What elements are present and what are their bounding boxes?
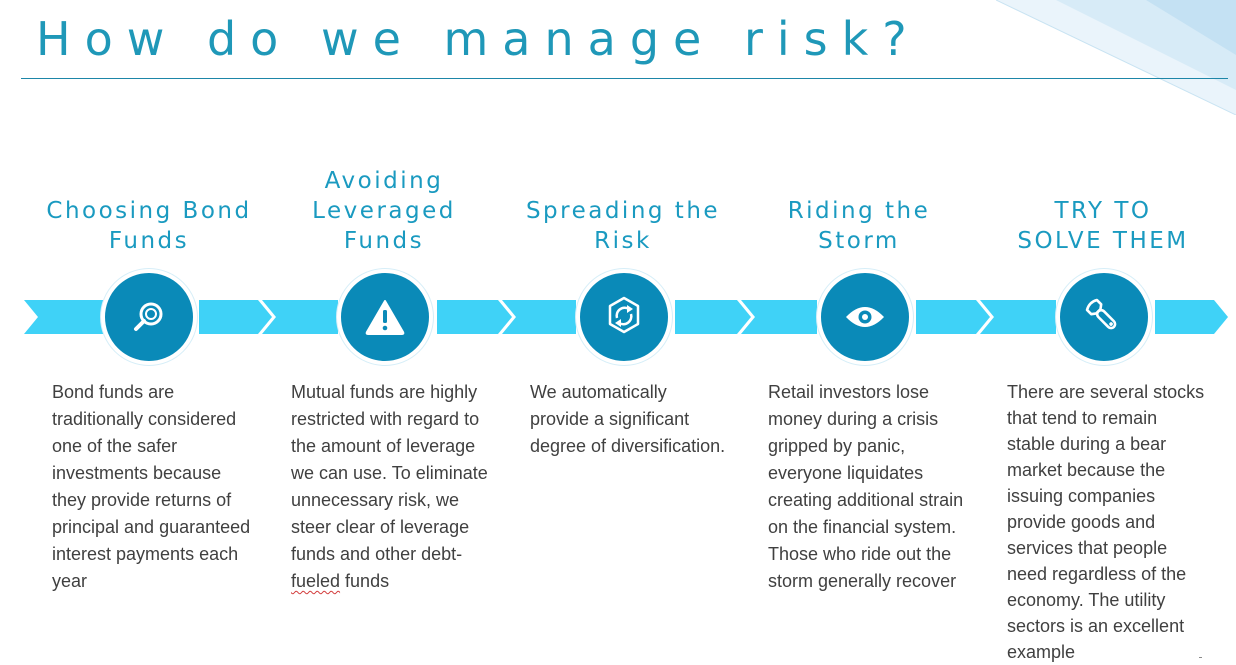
step-icon-circle — [817, 269, 913, 365]
step-description: Bond funds are traditionally considered … — [52, 382, 251, 591]
step-title: Riding the Storm — [787, 198, 931, 254]
step-title: TRY TO SOLVE THEM — [1017, 198, 1189, 254]
step-icon-circle — [101, 269, 197, 365]
spellcheck-flagged-word: fueled — [291, 571, 341, 591]
step-title: Avoiding Leveraged Funds — [312, 168, 456, 254]
corner-decoration — [996, 0, 1236, 115]
step-description: Retail investors lose money during a cri… — [768, 382, 964, 591]
step-description: Mutual funds are highly restricted with … — [291, 382, 488, 591]
warning-icon — [365, 300, 405, 335]
wrench-icon — [1085, 298, 1117, 330]
step-icon-circle — [576, 269, 672, 365]
cycle-arrows-icon — [608, 296, 640, 334]
step-description: We automatically provide a significant d… — [530, 382, 726, 456]
step-icon-circle — [1056, 269, 1152, 365]
step-title: Spreading the Risk — [525, 198, 721, 254]
magnifier-icon — [134, 302, 163, 331]
page-title: How do we manage risk? — [36, 12, 921, 66]
title-divider — [21, 78, 1228, 79]
step-title: Choosing Bond Funds — [46, 198, 252, 254]
step-icon-circle — [337, 269, 433, 365]
step-description: There are several stocks that tend to re… — [1007, 382, 1205, 662]
eye-icon — [846, 307, 884, 327]
process-arrow-band — [24, 300, 1228, 334]
stray-mark — [1199, 657, 1202, 658]
